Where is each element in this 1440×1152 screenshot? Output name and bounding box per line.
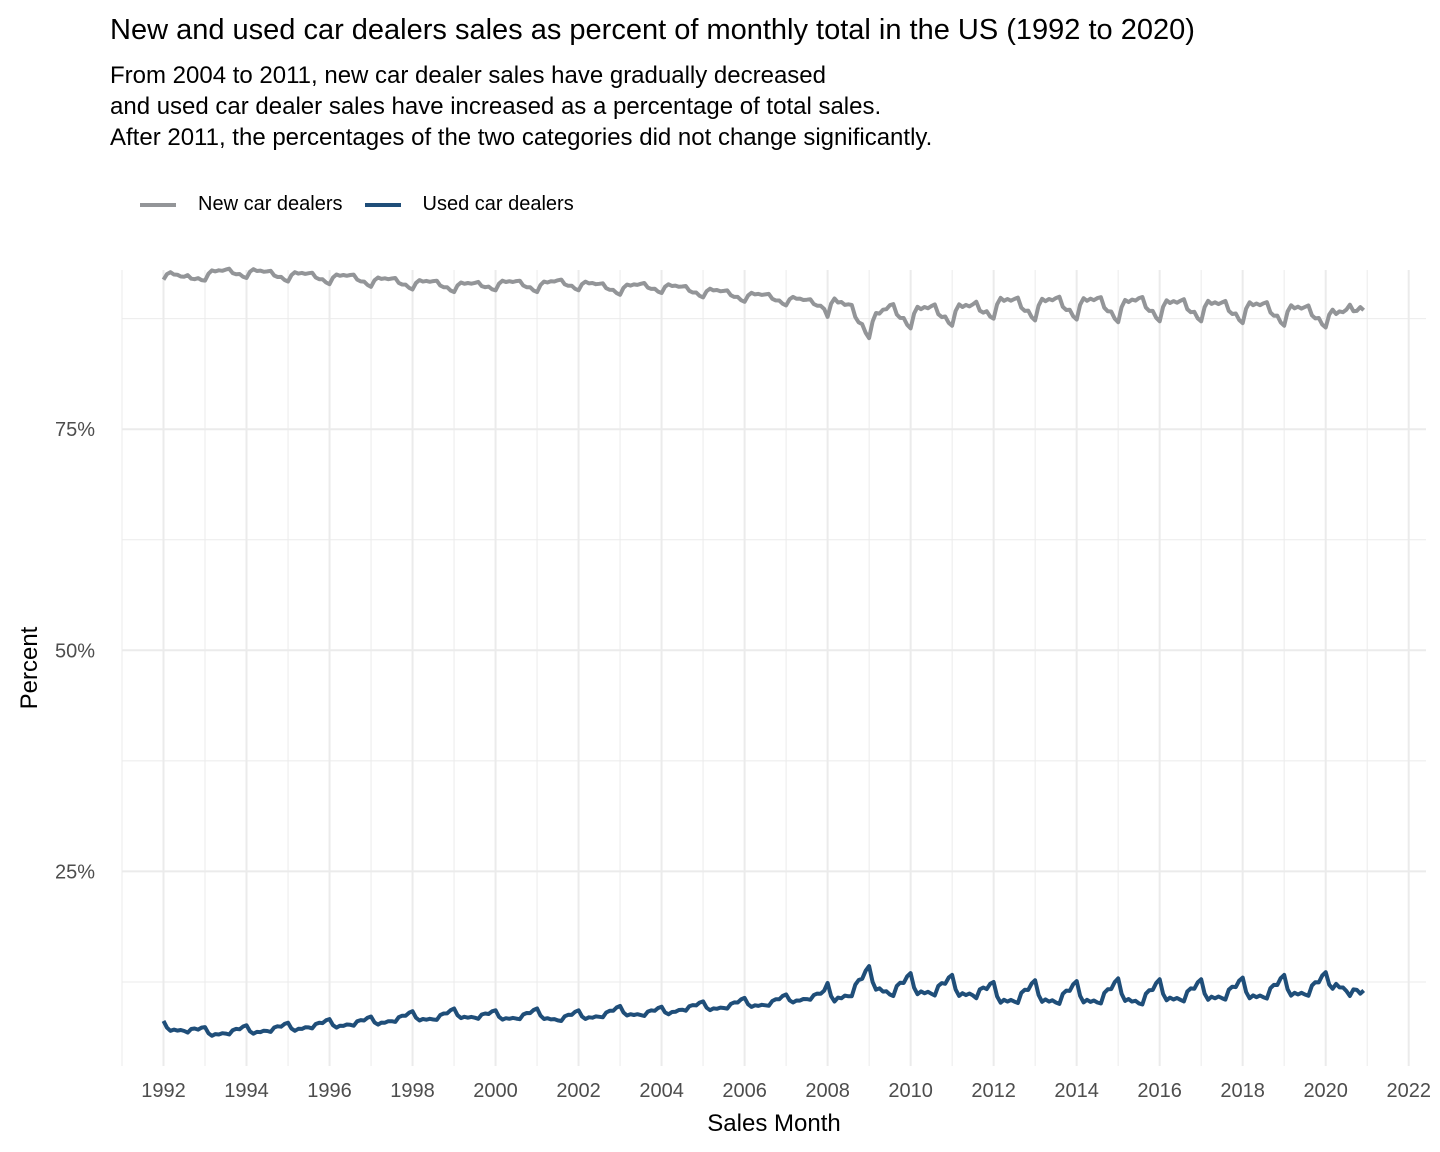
x-tick-label: 2006 bbox=[722, 1080, 767, 1102]
x-axis-title: Sales Month bbox=[707, 1110, 840, 1137]
legend-item-new: New car dealers bbox=[140, 193, 343, 216]
y-tick-label: 75% bbox=[55, 419, 95, 441]
legend-key-new bbox=[140, 202, 176, 207]
legend-item-used: Used car dealers bbox=[364, 193, 574, 216]
legend-label-used: Used car dealers bbox=[422, 193, 574, 215]
x-tick-label: 2022 bbox=[1386, 1080, 1431, 1102]
legend-label-new: New car dealers bbox=[198, 193, 343, 215]
x-tick-label: 2018 bbox=[1220, 1080, 1265, 1102]
x-tick-label: 1994 bbox=[224, 1080, 269, 1102]
subtitle-line: From 2004 to 2011, new car dealer sales … bbox=[110, 62, 826, 89]
y-tick-label: 50% bbox=[55, 640, 95, 662]
x-tick-label: 2010 bbox=[888, 1080, 933, 1102]
x-tick-label: 2020 bbox=[1303, 1080, 1348, 1102]
subtitle-line: and used car dealer sales have increased… bbox=[110, 93, 882, 120]
y-axis-title: Percent bbox=[16, 626, 43, 709]
x-tick-label: 1998 bbox=[390, 1080, 435, 1102]
x-tick-label: 1996 bbox=[307, 1080, 352, 1102]
x-tick-label: 2012 bbox=[971, 1080, 1016, 1102]
x-tick-label: 2016 bbox=[1137, 1080, 1182, 1102]
x-tick-label: 1992 bbox=[141, 1080, 186, 1102]
legend-key-used bbox=[364, 202, 401, 207]
legend: New car dealers Used car dealers bbox=[140, 193, 596, 216]
x-tick-label: 2008 bbox=[805, 1080, 850, 1102]
x-tick-label: 2004 bbox=[639, 1080, 684, 1102]
subtitle-line: After 2011, the percentages of the two c… bbox=[110, 124, 933, 151]
x-tick-label: 2014 bbox=[1054, 1080, 1099, 1102]
series-line-new-car-dealers bbox=[161, 266, 1366, 341]
x-tick-label: 2002 bbox=[556, 1080, 601, 1102]
y-tick-label: 25% bbox=[55, 861, 95, 883]
x-tick-label: 2000 bbox=[473, 1080, 518, 1102]
chart-title: New and used car dealers sales as percen… bbox=[110, 14, 1195, 46]
series-line-used-car-dealers bbox=[161, 964, 1366, 1038]
